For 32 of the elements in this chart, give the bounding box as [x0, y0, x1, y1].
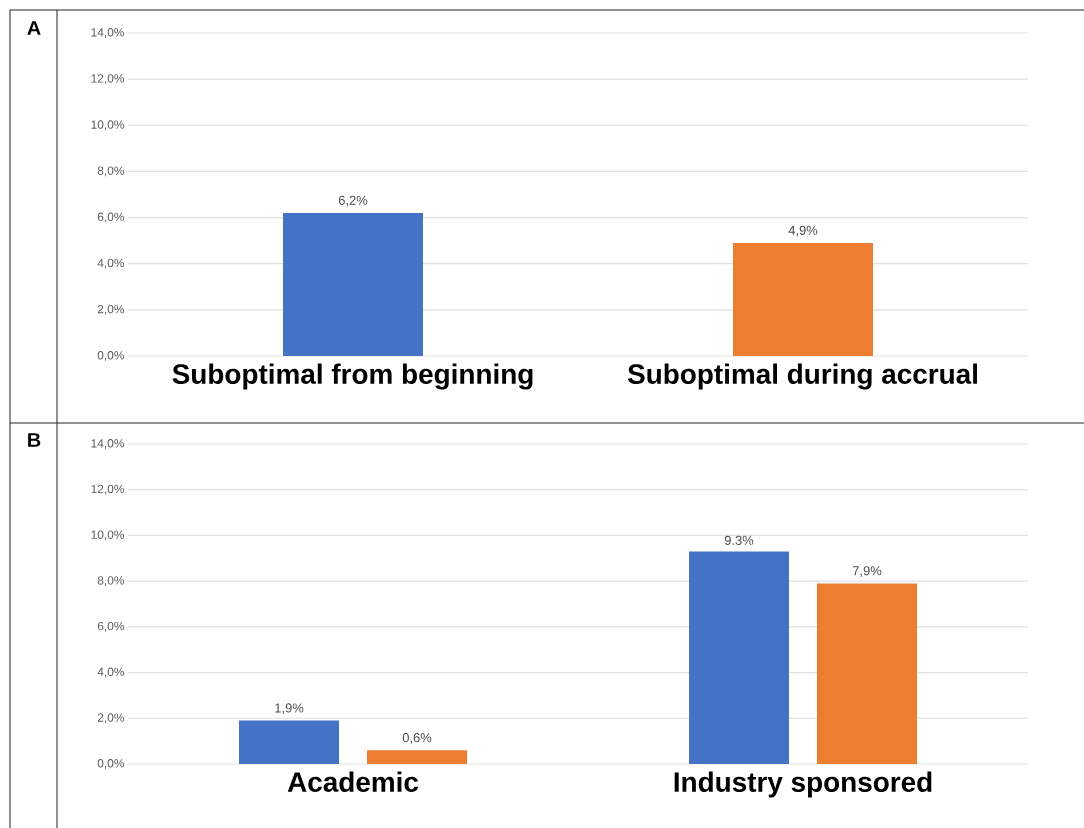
y-tick-label: 2,0%	[97, 713, 125, 724]
data-label: 7,9%	[852, 566, 882, 577]
bar	[689, 551, 790, 764]
data-label: 4,9%	[788, 225, 818, 237]
y-tick-label: 4,0%	[97, 258, 125, 269]
data-label: 6,2%	[338, 195, 368, 207]
y-tick-label: 14,0%	[91, 439, 125, 449]
chart-title: B	[28, 433, 41, 447]
y-tick-label: 0,0%	[97, 759, 125, 769]
y-tick-label: 10,0%	[91, 530, 125, 541]
x-tick-label: Suboptimal from beginning	[172, 363, 533, 390]
x-tick-label: Suboptimal during accrual	[627, 363, 977, 390]
y-tick-label: 8,0%	[97, 166, 125, 177]
data-label: 1,9%	[275, 703, 304, 715]
chart-title: A	[27, 21, 41, 35]
x-tick-label: Academic	[287, 771, 419, 792]
y-tick-label: 0,0%	[97, 351, 125, 361]
bar	[817, 583, 918, 764]
data-label: 9.3%	[724, 535, 754, 545]
data-label: 0,6%	[402, 733, 432, 744]
y-tick-label: 12,0%	[91, 74, 125, 85]
bar	[239, 720, 340, 764]
y-tick-label: 4,0%	[97, 667, 125, 678]
x-tick-label: Industry sponsored	[674, 771, 932, 798]
y-tick-label: 6,0%	[97, 212, 125, 223]
y-tick-label: 6,0%	[97, 621, 125, 632]
y-tick-label: 12,0%	[91, 484, 125, 495]
bar	[367, 750, 468, 764]
y-tick-label: 10,0%	[91, 120, 125, 131]
y-tick-label: 8,0%	[97, 576, 125, 587]
y-tick-label: 2,0%	[97, 304, 125, 315]
y-tick-label: 14,0%	[91, 28, 125, 38]
